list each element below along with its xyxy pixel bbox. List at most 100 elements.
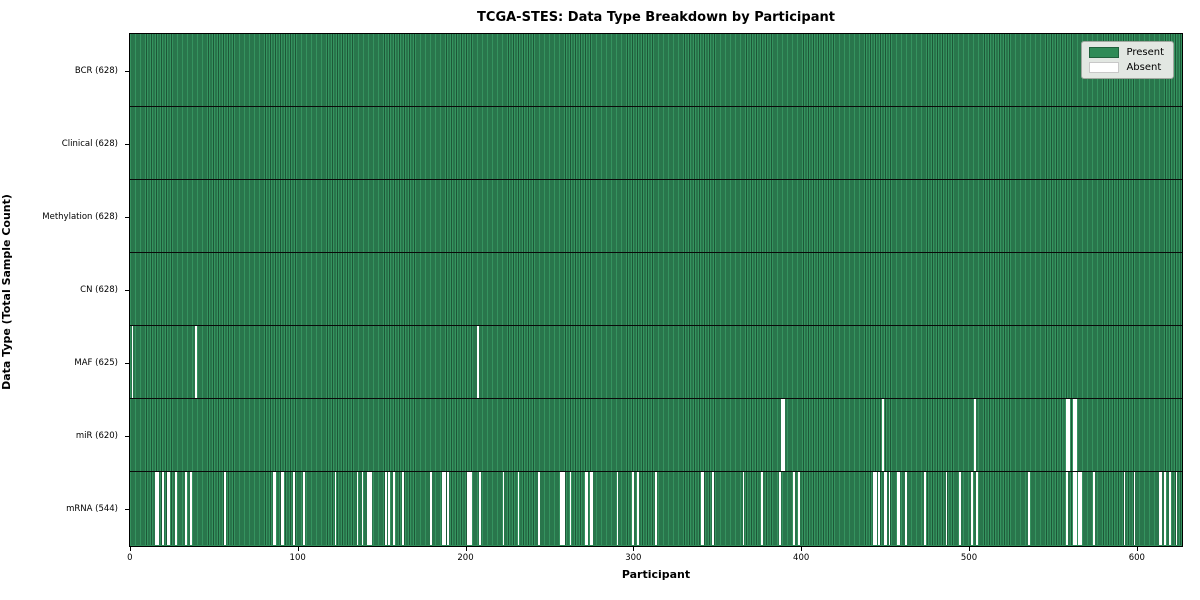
absent-line — [161, 472, 164, 545]
absent-line — [1160, 472, 1163, 545]
absent-line — [155, 472, 157, 545]
heatmap-row-mir — [130, 399, 1182, 472]
absent-line — [156, 472, 159, 545]
absent-line — [591, 472, 594, 545]
absent-line — [878, 472, 881, 545]
absent-line — [443, 472, 446, 545]
y-tick-mark — [125, 144, 129, 145]
absent-line — [1175, 472, 1178, 545]
absent-line — [131, 326, 134, 398]
absent-line — [781, 399, 783, 471]
absent-line — [559, 472, 562, 545]
heatmap-row-maf — [130, 326, 1182, 399]
absent-line — [1074, 472, 1077, 545]
heatmap-rows — [130, 34, 1182, 545]
legend-absent-label: Absent — [1126, 62, 1162, 73]
legend: Present Absent — [1081, 41, 1174, 79]
absent-line — [280, 472, 283, 545]
absent-line — [896, 472, 899, 545]
absent-line — [1123, 472, 1126, 545]
absent-line — [1079, 472, 1082, 545]
absent-line — [945, 472, 948, 545]
absent-line — [1168, 472, 1171, 545]
absent-line — [905, 472, 908, 545]
absent-line — [302, 472, 305, 545]
absent-line — [470, 472, 473, 545]
absent-line — [369, 472, 372, 545]
absent-line — [584, 472, 587, 545]
absent-line — [779, 472, 782, 545]
absent-line — [368, 472, 371, 545]
absent-line — [888, 472, 891, 545]
x-tick-label-400: 400 — [793, 553, 810, 563]
absent-line — [477, 326, 480, 398]
absent-line — [875, 472, 877, 545]
absent-line — [616, 472, 619, 545]
y-tick-mark — [125, 290, 129, 291]
x-tick-mark — [297, 547, 299, 551]
absent-line — [631, 472, 634, 545]
absent-line — [168, 472, 171, 545]
absent-line — [586, 472, 589, 545]
x-tick-label-300: 300 — [625, 553, 642, 563]
absent-line — [517, 472, 520, 545]
absent-line — [589, 472, 592, 545]
y-tick-label-mir: miR (620) — [75, 431, 118, 441]
absent-line — [393, 472, 396, 545]
absent-line — [366, 472, 369, 545]
absent-line — [1027, 472, 1030, 545]
x-tick-label-100: 100 — [289, 553, 306, 563]
absent-line — [1073, 399, 1075, 471]
absent-line — [881, 399, 884, 471]
absent-line — [712, 472, 715, 545]
absent-line — [334, 472, 337, 545]
absent-line — [185, 472, 188, 545]
absent-line — [1158, 472, 1161, 545]
x-tick-label-0: 0 — [127, 553, 133, 563]
absent-line — [274, 472, 277, 545]
x-tick-label-200: 200 — [457, 553, 474, 563]
y-tick-label-mrna: mRNA (544) — [66, 504, 118, 514]
plot-area: Present Absent — [129, 33, 1183, 547]
absent-line — [742, 472, 745, 545]
absent-line — [175, 472, 178, 545]
absent-line — [356, 472, 359, 545]
x-axis-label: Participant — [621, 568, 691, 581]
absent-line — [702, 472, 705, 545]
absent-line — [959, 472, 961, 545]
legend-present-label: Present — [1126, 47, 1164, 58]
absent-line — [1093, 472, 1096, 545]
absent-line — [760, 472, 763, 545]
absent-line — [792, 472, 795, 545]
absent-line — [401, 472, 404, 545]
absent-line — [467, 472, 470, 545]
x-tick-label-600: 600 — [1128, 553, 1145, 563]
absent-line — [282, 472, 285, 545]
absent-line — [923, 472, 926, 545]
absent-line — [272, 472, 275, 545]
absent-swatch-icon — [1089, 62, 1120, 73]
x-tick-mark — [633, 547, 635, 551]
x-tick-label-500: 500 — [960, 553, 978, 563]
absent-line — [655, 472, 658, 545]
x-tick-mark — [969, 547, 970, 551]
heatmap-row-cn — [130, 253, 1182, 326]
y-tick-mark — [125, 436, 129, 437]
absent-line — [223, 472, 226, 545]
absent-line — [292, 472, 295, 545]
absent-line — [873, 472, 876, 545]
absent-line — [636, 472, 639, 545]
absent-line — [1073, 472, 1075, 545]
legend-entry-present: Present — [1089, 47, 1164, 58]
absent-line — [970, 472, 973, 545]
absent-line — [1066, 399, 1069, 471]
absent-line — [1163, 472, 1166, 545]
x-tick-mark — [129, 547, 131, 551]
absent-line — [361, 472, 364, 545]
x-tick-mark — [801, 547, 803, 551]
y-tick-label-cn: CN (628) — [80, 285, 118, 295]
absent-line — [898, 472, 901, 545]
absent-line — [974, 399, 976, 471]
y-tick-mark — [125, 509, 129, 510]
